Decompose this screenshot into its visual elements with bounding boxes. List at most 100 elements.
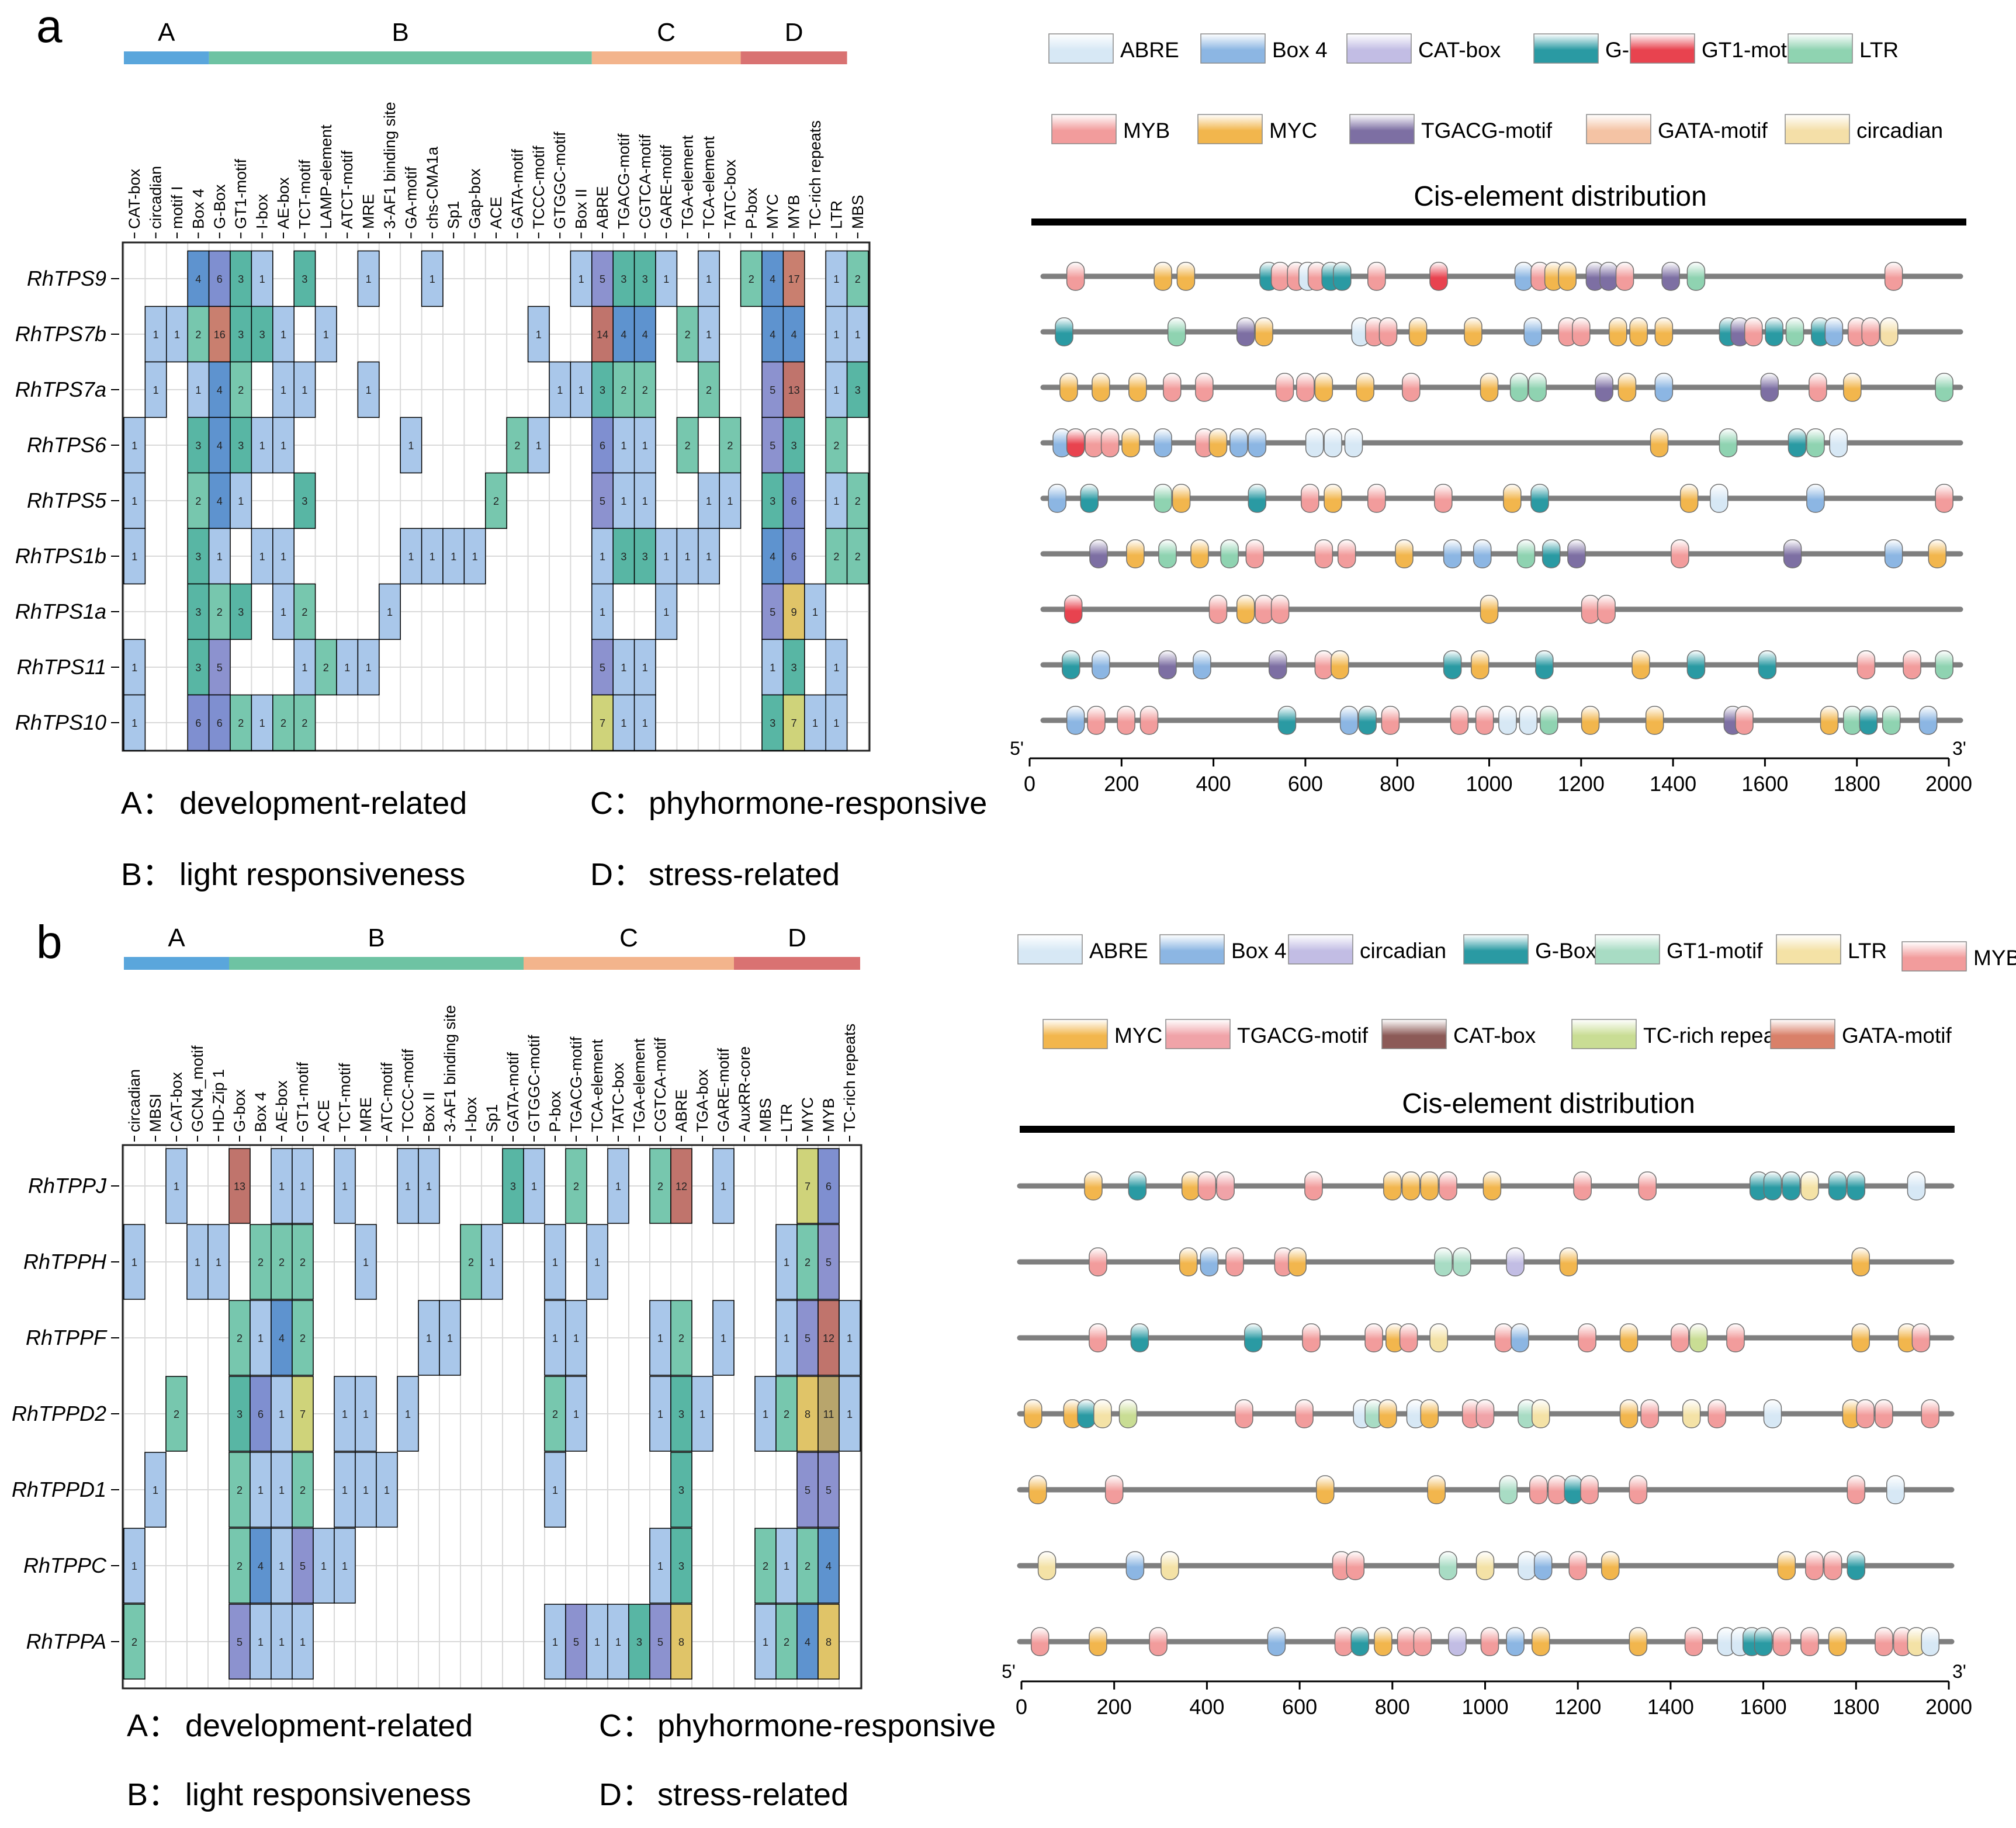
note-text: stress-related [649, 857, 840, 892]
cell-value: 7 [300, 1409, 306, 1420]
column-label: TGACG-motif [615, 133, 632, 229]
heatmap-cell [272, 361, 295, 418]
element-mark [1601, 1551, 1620, 1580]
legend-label: CAT-box [1453, 1024, 1536, 1047]
legend-swatch [1463, 934, 1529, 965]
element-mark [1229, 428, 1248, 457]
heatmap-cell [655, 250, 678, 307]
element-mark [1572, 317, 1591, 346]
heatmap-cell [250, 1604, 272, 1680]
column-label: Box II [573, 189, 590, 229]
heatmap-cell [544, 1604, 566, 1680]
heatmap-frame [122, 241, 871, 752]
cell-value: 5 [600, 662, 605, 674]
cell-value: 2 [685, 329, 691, 341]
element-mark [1475, 1399, 1495, 1428]
cell-value: 1 [573, 1409, 579, 1420]
heatmap-cell [719, 417, 742, 474]
heatmap-cell [314, 306, 337, 363]
heatmap-cell [187, 639, 210, 696]
element-mark [1077, 1399, 1096, 1428]
element-mark [1763, 1171, 1782, 1201]
group-bar-D [740, 51, 847, 64]
cell-value: 2 [302, 717, 307, 729]
element-mark [1066, 706, 1085, 735]
heatmap-cell [591, 250, 614, 307]
element-mark [1092, 373, 1110, 402]
heatmap-cell [293, 250, 316, 307]
heatmap-cell [293, 639, 316, 696]
element-mark [1851, 1323, 1870, 1352]
cell-value: 2 [833, 440, 839, 452]
element-mark [1654, 317, 1674, 346]
element-mark [1270, 262, 1290, 291]
legend-label: LTR [1848, 939, 1887, 963]
column-label: circadian [147, 166, 165, 229]
heatmap-cell [271, 1376, 293, 1452]
cell-value: 8 [826, 1636, 832, 1648]
heatmap-cell [649, 1604, 671, 1680]
heatmap-cell [649, 1148, 671, 1224]
heatmap-cell [292, 1224, 314, 1300]
heatmap-cell [421, 528, 444, 585]
element-mark [1126, 539, 1145, 568]
element-mark [1542, 539, 1561, 568]
element-mark [1245, 539, 1265, 568]
cell-value: 2 [657, 1181, 663, 1192]
legend-label: ABRE [1120, 38, 1179, 62]
x-tick-label: 1800 [1834, 772, 1880, 796]
element-mark [1408, 317, 1428, 346]
element-mark [1420, 1171, 1439, 1201]
cell-value: 1 [812, 606, 818, 618]
cell-value: 4 [217, 440, 223, 452]
column-label: TC-rich repeats [806, 120, 824, 229]
column-label: GT1-motif [232, 158, 250, 229]
heatmap-cell [421, 250, 444, 307]
cell-value: 4 [770, 551, 775, 563]
heatmap-cell [527, 417, 550, 474]
element-mark [1650, 428, 1669, 457]
heatmap-cell [272, 528, 295, 585]
element-mark [1296, 373, 1315, 402]
heatmap-cell [523, 1148, 545, 1224]
cell-value: 1 [280, 329, 286, 341]
cell-value: 2 [749, 273, 754, 285]
element-mark [1089, 1627, 1107, 1656]
heatmap-cell [144, 361, 167, 418]
element-mark [1350, 1627, 1370, 1656]
element-mark [1629, 1475, 1648, 1504]
heatmap-cell [612, 694, 635, 751]
element-mark [1161, 1551, 1179, 1580]
element-mark [1772, 1627, 1792, 1656]
column-label: CAT-box [126, 168, 143, 229]
element-mark [1125, 1551, 1145, 1580]
cell-value: 1 [472, 551, 478, 563]
cell-value: 1 [279, 1484, 285, 1496]
heatmap-cell [655, 528, 678, 585]
group-label-B: B [368, 924, 385, 952]
cell-value: 1 [573, 1333, 579, 1344]
element-mark [1395, 539, 1414, 568]
x-tick-label: 1000 [1466, 772, 1512, 796]
element-mark [1104, 1475, 1124, 1504]
heatmap-cell [846, 306, 869, 363]
element-mark [1304, 1171, 1323, 1201]
five-prime-label: 5' [1010, 738, 1024, 759]
heatmap-cell [825, 250, 848, 307]
cell-value: 1 [131, 440, 137, 452]
element-mark [1117, 706, 1135, 735]
heatmap-cell [272, 694, 295, 751]
heatmap-cell [825, 528, 848, 585]
element-mark [1427, 1475, 1446, 1504]
heatmap-cell [481, 1224, 503, 1300]
cell-value: 3 [259, 329, 265, 341]
column-label: MYC [799, 1097, 816, 1132]
group-bar-C [591, 51, 741, 64]
element-mark [1315, 1475, 1335, 1504]
element-mark [1480, 1627, 1499, 1656]
column-label: LTR [827, 200, 845, 229]
cell-value: 1 [706, 273, 712, 285]
cell-value: 1 [615, 1636, 621, 1648]
cell-value: 13 [788, 384, 800, 396]
cell-value: 2 [642, 384, 648, 396]
